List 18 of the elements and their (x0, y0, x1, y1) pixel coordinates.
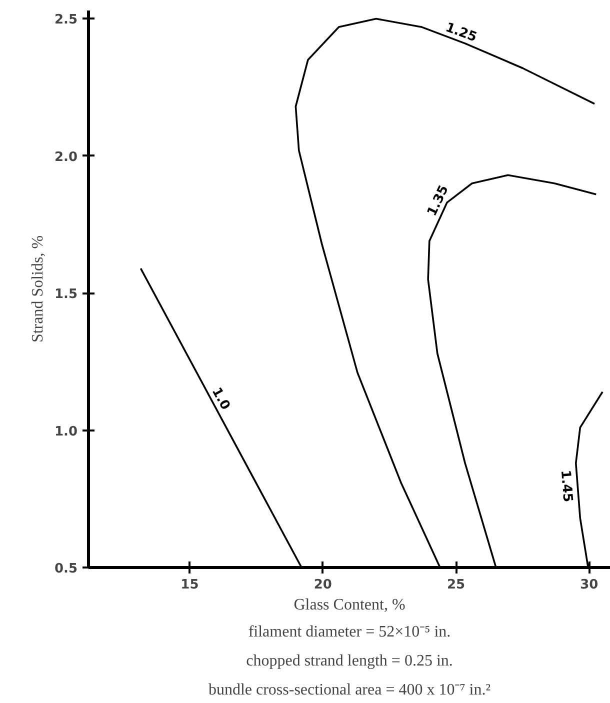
text: filament diameter = 52×10⁻⁵ in. (248, 624, 451, 640)
text: bundle cross-sectional area = 400 x 10⁻⁷ in.² (208, 682, 491, 698)
x-tick-label: 15 (180, 578, 199, 592)
text: 1.25 (443, 20, 479, 46)
x-tick-label: 30 (580, 578, 598, 592)
y-axis-title: Strand Solids, % (29, 235, 46, 343)
y-tick-label: 1.0 (54, 424, 78, 440)
text: chopped strand length = 0.25 in. (246, 652, 453, 670)
y-tick-label: 0.5 (54, 562, 78, 576)
text: 1.0 (208, 385, 233, 413)
y-tick-label: 2.5 (54, 12, 78, 28)
y-tick-label: 1.5 (54, 287, 78, 302)
text: 1.35 (424, 183, 452, 219)
x-axis-title: Glass Content, % (294, 596, 406, 614)
text: 1.45 (557, 470, 575, 503)
x-tick-label: 20 (314, 578, 332, 592)
y-tick-label: 2.0 (54, 150, 78, 165)
x-tick-label: 25 (446, 578, 466, 592)
